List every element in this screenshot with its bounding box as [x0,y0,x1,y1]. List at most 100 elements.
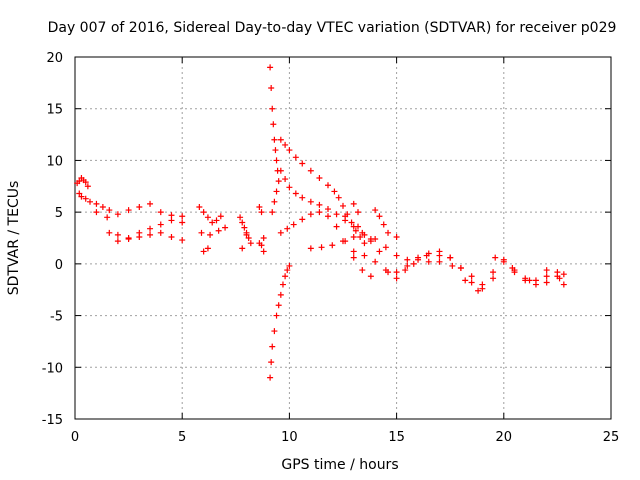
data-point [436,258,443,265]
data-point [402,267,409,274]
data-point [457,264,464,271]
data-point [76,190,83,197]
data-point [509,264,516,271]
data-point [200,248,207,255]
data-point [415,256,422,263]
data-point [157,209,164,216]
x-tick-label: 25 [603,430,620,445]
series-cluster-8h [237,214,254,252]
chart-title: Day 007 of 2016, Sidereal Day-to-day VTE… [48,20,617,36]
y-tick-label: -10 [42,361,63,376]
data-point [93,209,100,216]
data-point [404,256,411,263]
data-point [147,200,154,207]
data-point [560,281,567,288]
data-point [543,279,550,286]
data-point [286,147,293,154]
data-point [258,209,265,216]
series-curve-mid [277,167,374,243]
data-point [350,200,357,207]
data-point [333,223,340,230]
series-trace-b [106,217,186,241]
data-point [423,252,430,259]
y-tick-label: 5 [55,206,63,221]
series-spike-down [267,262,293,381]
data-point [436,252,443,259]
data-point [393,252,400,259]
data-point [324,206,331,213]
data-point [268,359,275,366]
y-tick-label: -5 [50,310,63,325]
data-point [335,194,342,201]
data-point [179,237,186,244]
data-point [237,214,244,221]
data-point [93,200,100,207]
data-point [239,219,246,226]
data-point [372,207,379,214]
data-point [340,202,346,209]
data-point [447,254,454,261]
data-point [316,175,323,182]
data-point [299,216,306,223]
data-point [277,167,284,174]
data-point [136,233,143,240]
x-tick-label: 0 [71,430,79,445]
data-point [179,219,186,226]
data-point [217,213,224,220]
x-tick-label: 20 [496,430,513,445]
data-point [404,262,411,269]
data-point [372,258,379,265]
data-point [104,214,111,221]
series-curve-upper [277,136,368,247]
data-point [215,227,222,234]
data-point [157,221,164,228]
data-point [267,64,274,71]
data-point [271,328,278,335]
data-point [125,207,132,214]
x-tick-label: 15 [388,430,405,445]
data-point [449,262,456,269]
data-point [168,212,175,219]
data-point [209,219,216,226]
data-point [307,198,314,205]
data-point [179,213,186,220]
data-point [367,238,374,245]
data-point [361,231,368,238]
data-point [239,245,246,252]
data-point [299,160,306,167]
series-tail-b [350,248,567,288]
data-point [260,248,267,255]
x-axis-label: GPS time / hours [281,457,398,473]
data-point [114,238,121,245]
data-point [492,254,499,261]
data-point [271,198,278,205]
data-point [393,269,400,276]
data-point [204,245,211,252]
data-point [316,209,323,216]
data-point [342,213,349,220]
series-curve-lower [277,209,374,280]
data-point [275,302,282,309]
data-point [245,235,252,241]
data-point [352,227,359,234]
data-point [355,209,362,216]
data-point [136,203,143,210]
data-point [393,275,400,282]
data-point [204,214,211,221]
data-point [292,190,299,197]
data-point [114,231,121,238]
data-point [290,221,297,228]
data-point [273,157,280,164]
data-point [385,269,392,276]
y-tick-label: 15 [46,103,63,118]
y-axis-label: SDTVAR / TECUs [6,181,22,296]
data-point [307,211,314,218]
data-point [318,244,325,251]
data-point [329,242,336,249]
series-tail-c [342,213,563,294]
data-point [168,217,175,224]
data-point [275,178,282,185]
data-point [282,273,289,280]
data-point [490,269,497,276]
